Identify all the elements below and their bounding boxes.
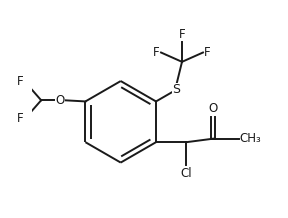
Text: O: O (209, 102, 218, 115)
Text: F: F (153, 46, 160, 59)
Text: O: O (55, 94, 65, 107)
Text: S: S (172, 83, 180, 96)
Text: Cl: Cl (181, 167, 192, 180)
Text: F: F (204, 46, 211, 59)
Text: CH₃: CH₃ (240, 132, 262, 145)
Text: F: F (179, 28, 185, 41)
Text: F: F (17, 75, 24, 88)
Text: F: F (17, 112, 24, 125)
